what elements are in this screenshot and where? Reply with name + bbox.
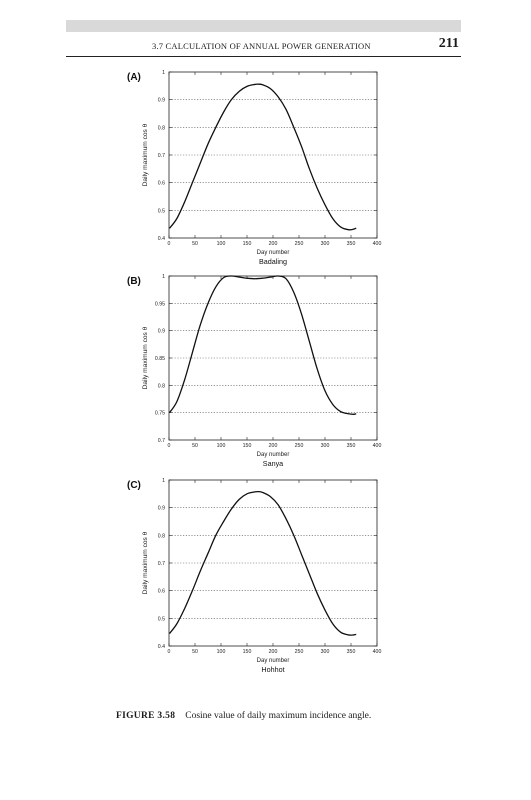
panel-location-label: Hohhot: [261, 665, 284, 674]
x-tick-label: 150: [243, 443, 252, 449]
x-tick-label: 100: [217, 649, 226, 655]
x-tick-label: 250: [295, 443, 304, 449]
x-tick-label: 50: [192, 443, 198, 449]
panel-location-label: Badaling: [259, 257, 287, 266]
x-tick-label: 350: [347, 443, 356, 449]
x-tick-label: 100: [217, 241, 226, 247]
y-tick-label: 0.8: [158, 125, 165, 131]
x-tick-label: 350: [347, 241, 356, 247]
chart-panel-2: 0.7 0.75 0.8 0.85 0.9 0.95 1 0 50 100 150 200 250 300…: [127, 274, 381, 468]
y-tick-label: 0.9: [158, 506, 165, 512]
y-axis-label: Daily maximum cos θ: [142, 531, 149, 594]
x-tick-label: 350: [347, 649, 356, 655]
x-tick-label: 0: [168, 241, 171, 247]
panel-label: (B): [127, 276, 141, 287]
figure-caption-text: Cosine value of daily maximum incidence …: [185, 711, 372, 721]
y-tick-label: 1: [162, 478, 165, 484]
y-tick-label: 0.85: [155, 356, 165, 362]
series-line: [169, 490, 357, 636]
x-axis-label: Day number: [257, 250, 290, 256]
x-tick-label: 250: [295, 649, 304, 655]
x-tick-label: 300: [321, 649, 330, 655]
y-tick-label: 0.7: [158, 561, 165, 567]
y-tick-label: 0.7: [158, 438, 165, 444]
x-tick-label: 250: [295, 241, 304, 247]
page-top-bar: [66, 20, 461, 32]
x-tick-label: 200: [269, 241, 278, 247]
y-tick-label: 0.5: [158, 208, 165, 214]
y-tick-label: 0.6: [158, 181, 165, 187]
figure-caption: FIGURE 3.58 Cosine value of daily maximum…: [116, 711, 371, 721]
x-tick-label: 400: [373, 443, 382, 449]
y-tick-label: 0.4: [158, 236, 165, 242]
running-header: 3.7 CALCULATION OF ANNUAL POWER GENERATI…: [66, 36, 461, 57]
x-tick-label: 400: [373, 649, 382, 655]
panel-label: (A): [127, 72, 141, 83]
x-tick-label: 0: [168, 443, 171, 449]
x-tick-label: 50: [192, 649, 198, 655]
chart-panel-1: 0.4 0.5 0.6 0.7 0.8 0.9 1 0 50 100 150 200 250 300 350…: [127, 70, 381, 266]
y-tick-label: 1: [162, 274, 165, 280]
panel-location-label: Sanya: [263, 459, 283, 468]
x-axis-label: Day number: [257, 452, 290, 458]
series-line: [168, 275, 357, 415]
y-tick-label: 0.8: [158, 533, 165, 539]
x-tick-label: 300: [321, 443, 330, 449]
y-tick-label: 0.5: [158, 616, 165, 622]
x-tick-label: 300: [321, 241, 330, 247]
x-tick-label: 200: [269, 443, 278, 449]
y-axis-label: Daily maximum cos θ: [142, 326, 149, 389]
y-tick-label: 1: [162, 70, 165, 76]
y-axis-label: Daily maximum cos θ: [142, 123, 149, 186]
x-tick-label: 200: [269, 649, 278, 655]
y-tick-label: 0.75: [155, 411, 165, 417]
series-line: [168, 83, 357, 231]
y-tick-label: 0.6: [158, 589, 165, 595]
x-tick-label: 150: [243, 241, 252, 247]
chart-panel-3: 0.4 0.5 0.6 0.7 0.8 0.9 1 0 50 100 150 200 250 300 350…: [127, 478, 381, 674]
y-tick-label: 0.4: [158, 644, 165, 650]
x-tick-label: 50: [192, 241, 198, 247]
x-axis-label: Day number: [257, 658, 290, 664]
x-tick-label: 150: [243, 649, 252, 655]
figure-label: FIGURE 3.58: [116, 711, 176, 721]
x-tick-label: 100: [217, 443, 226, 449]
y-tick-label: 0.7: [158, 153, 165, 159]
y-tick-label: 0.8: [158, 383, 165, 389]
y-tick-label: 0.95: [155, 301, 165, 307]
y-tick-label: 0.9: [158, 329, 165, 335]
running-title: 3.7 CALCULATION OF ANNUAL POWER GENERATI…: [152, 41, 371, 51]
panel-label: (C): [127, 480, 141, 491]
page-number: 211: [438, 36, 459, 51]
x-tick-label: 400: [373, 241, 382, 247]
x-tick-label: 0: [168, 649, 171, 655]
y-tick-label: 0.9: [158, 98, 165, 104]
